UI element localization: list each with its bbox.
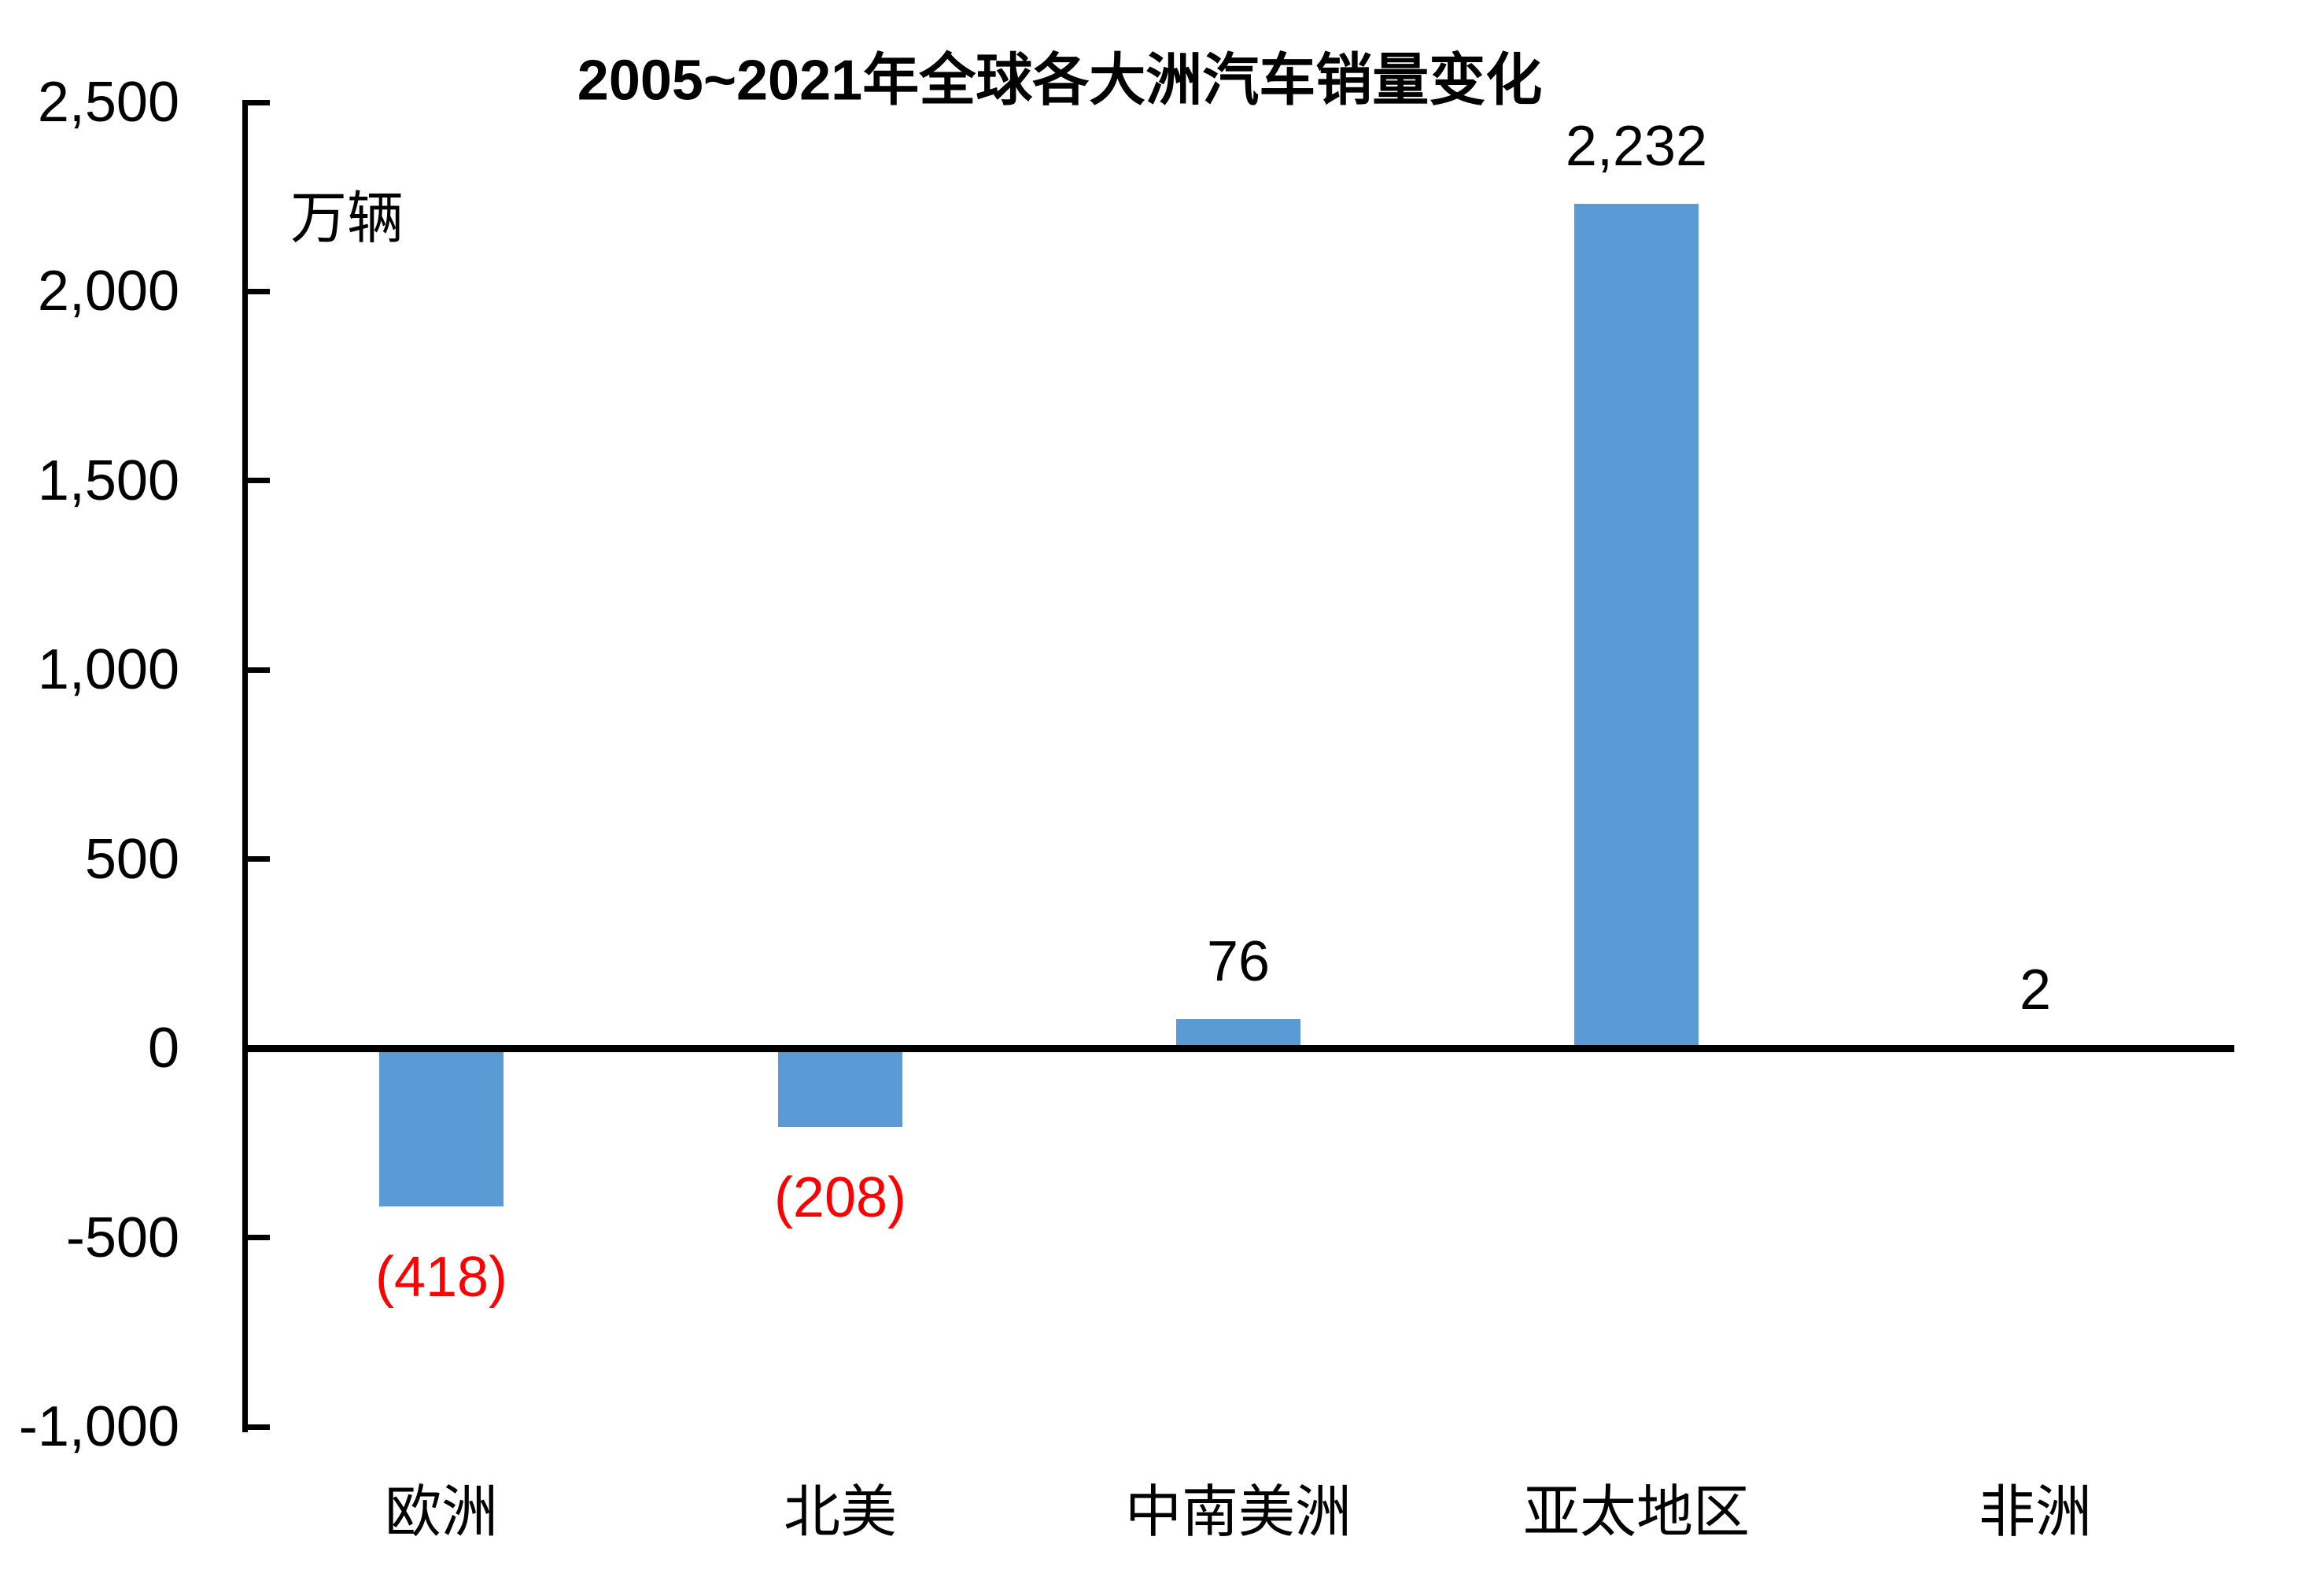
category-label: 欧洲 — [384, 1481, 499, 1544]
y-axis-tick-label: 2,500 — [37, 71, 179, 134]
y-axis-tick — [242, 478, 270, 483]
y-axis-tick-label: -1,000 — [18, 1395, 179, 1458]
bar-value-label: (208) — [773, 1166, 907, 1229]
y-axis-line — [242, 102, 248, 1432]
bar — [1574, 204, 1699, 1048]
category-label: 亚太地区 — [1522, 1481, 1750, 1544]
y-axis-tick — [242, 100, 270, 105]
y-axis-unit-label: 万辆 — [290, 187, 404, 250]
bar — [1176, 1019, 1300, 1048]
category-label: 北美 — [783, 1481, 898, 1544]
y-axis-tick — [242, 856, 270, 862]
category-label: 中南美洲 — [1124, 1481, 1352, 1544]
bar-value-label: 2 — [2019, 959, 2052, 1021]
y-axis-tick — [242, 289, 270, 294]
bar-value-label: (418) — [374, 1246, 508, 1309]
category-label: 非洲 — [1978, 1481, 2093, 1544]
y-axis-tick — [242, 1424, 270, 1430]
zero-baseline — [242, 1045, 2234, 1052]
y-axis-tick-label: 1,500 — [37, 449, 179, 512]
y-axis-tick-label: 500 — [84, 828, 179, 891]
bar-value-label: 76 — [1206, 930, 1271, 993]
y-axis-tick — [242, 1235, 270, 1240]
y-axis-tick-label: 2,000 — [37, 260, 179, 323]
y-axis-tick-label: -500 — [65, 1206, 179, 1269]
bar — [778, 1048, 902, 1127]
bar-value-label: 2,232 — [1565, 115, 1708, 178]
y-axis-tick-label: 1,000 — [37, 638, 179, 701]
y-axis-tick — [242, 667, 270, 673]
bar — [379, 1048, 504, 1206]
y-axis-tick-label: 0 — [147, 1017, 179, 1080]
chart-title: 2005~2021年全球各大洲汽车销量变化 — [577, 49, 1543, 113]
